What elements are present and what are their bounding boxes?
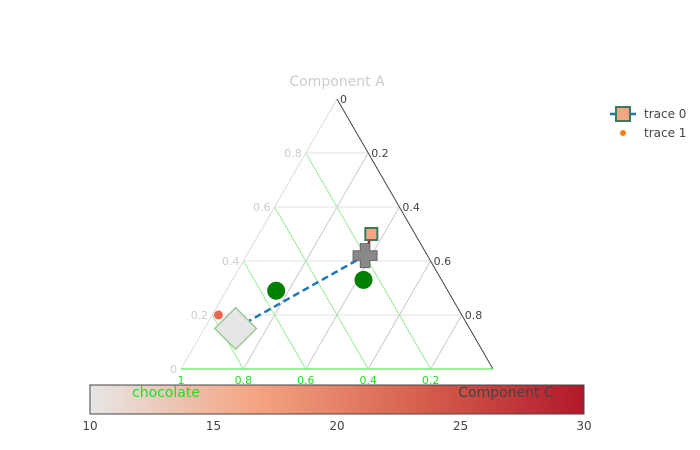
colorbar: 10 15 20 25 30	[82, 384, 592, 433]
axis-title-c: Component C	[458, 385, 554, 401]
plot-traces	[213, 227, 379, 351]
axis-title-b: chocolate	[132, 385, 200, 401]
tick-label-a: 0.8	[284, 147, 302, 160]
legend-item-trace-1[interactable]: trace 1	[620, 126, 686, 140]
tick-label-b: 0.8	[235, 374, 253, 387]
legend-marker-swatch	[620, 130, 626, 136]
ternary-ticks: 0 0.2 0.4 0.6 0.8 0 0.2 0.4 0.6 0.8 1 0.8 0.6 0.4 0.2	[170, 93, 482, 387]
trace0-marker	[364, 227, 379, 241]
grid-line-c	[305, 206, 400, 370]
ternary-frame	[180, 98, 494, 370]
legend-marker-swatch	[615, 106, 631, 122]
tick-label-a: 0.2	[191, 309, 209, 322]
axis-line-a	[180, 98, 338, 370]
trace0-line-segment	[234, 254, 366, 330]
tick-label-c: 0	[340, 93, 347, 106]
tick-label-b: 1	[178, 374, 185, 387]
colorbar-tick-label: 10	[82, 419, 97, 433]
legend-label: trace 1	[644, 126, 686, 140]
trace0-marker	[213, 306, 258, 351]
trace1-marker	[213, 310, 223, 320]
grid-line-c	[430, 314, 463, 370]
tick-label-c: 0.4	[402, 201, 420, 214]
trace1-marker	[354, 270, 373, 289]
colorbar-tick-label: 15	[206, 419, 221, 433]
tick-label-c: 0.2	[371, 147, 389, 160]
tick-label-b: 0.4	[359, 374, 377, 387]
legend-label: trace 0	[644, 107, 686, 121]
colorbar-tick-label: 25	[453, 419, 468, 433]
axis-title-a: Component A	[289, 74, 385, 90]
grid-line-c	[367, 260, 432, 370]
trace0-marker	[352, 243, 378, 269]
tick-label-a: 0.4	[222, 255, 240, 268]
tick-label-a: 0	[170, 363, 177, 376]
tick-label-b: 0.2	[422, 374, 440, 387]
tick-label-a: 0.6	[253, 201, 271, 214]
grid-line-b	[274, 206, 369, 370]
tick-label-b: 0.6	[297, 374, 315, 387]
tick-label-c: 0.6	[434, 255, 452, 268]
trace1-marker	[267, 281, 286, 300]
tick-label-c: 0.8	[465, 309, 483, 322]
colorbar-tick-label: 20	[329, 419, 344, 433]
colorbar-tick-label: 30	[576, 419, 591, 433]
axis-line-c	[336, 98, 494, 370]
grid-line-b	[242, 260, 307, 370]
colorbar-bar	[89, 384, 585, 415]
ternary-grid	[211, 152, 463, 370]
legend[interactable]: trace 0 trace 1	[610, 106, 686, 140]
legend-item-trace-0[interactable]: trace 0	[610, 106, 686, 122]
